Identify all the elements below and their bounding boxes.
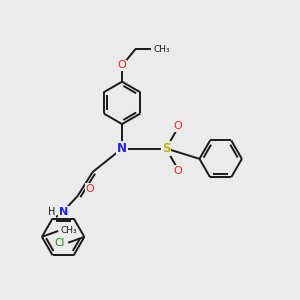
Text: H: H xyxy=(48,207,55,217)
Text: O: O xyxy=(86,184,94,194)
Text: CH₃: CH₃ xyxy=(60,226,77,236)
Text: Cl: Cl xyxy=(55,238,65,248)
Text: CH₃: CH₃ xyxy=(154,45,170,54)
Text: N: N xyxy=(117,142,127,155)
Text: N: N xyxy=(58,207,68,217)
Text: O: O xyxy=(118,61,126,70)
Text: O: O xyxy=(174,121,182,131)
Text: S: S xyxy=(162,142,170,155)
Text: O: O xyxy=(174,166,182,176)
